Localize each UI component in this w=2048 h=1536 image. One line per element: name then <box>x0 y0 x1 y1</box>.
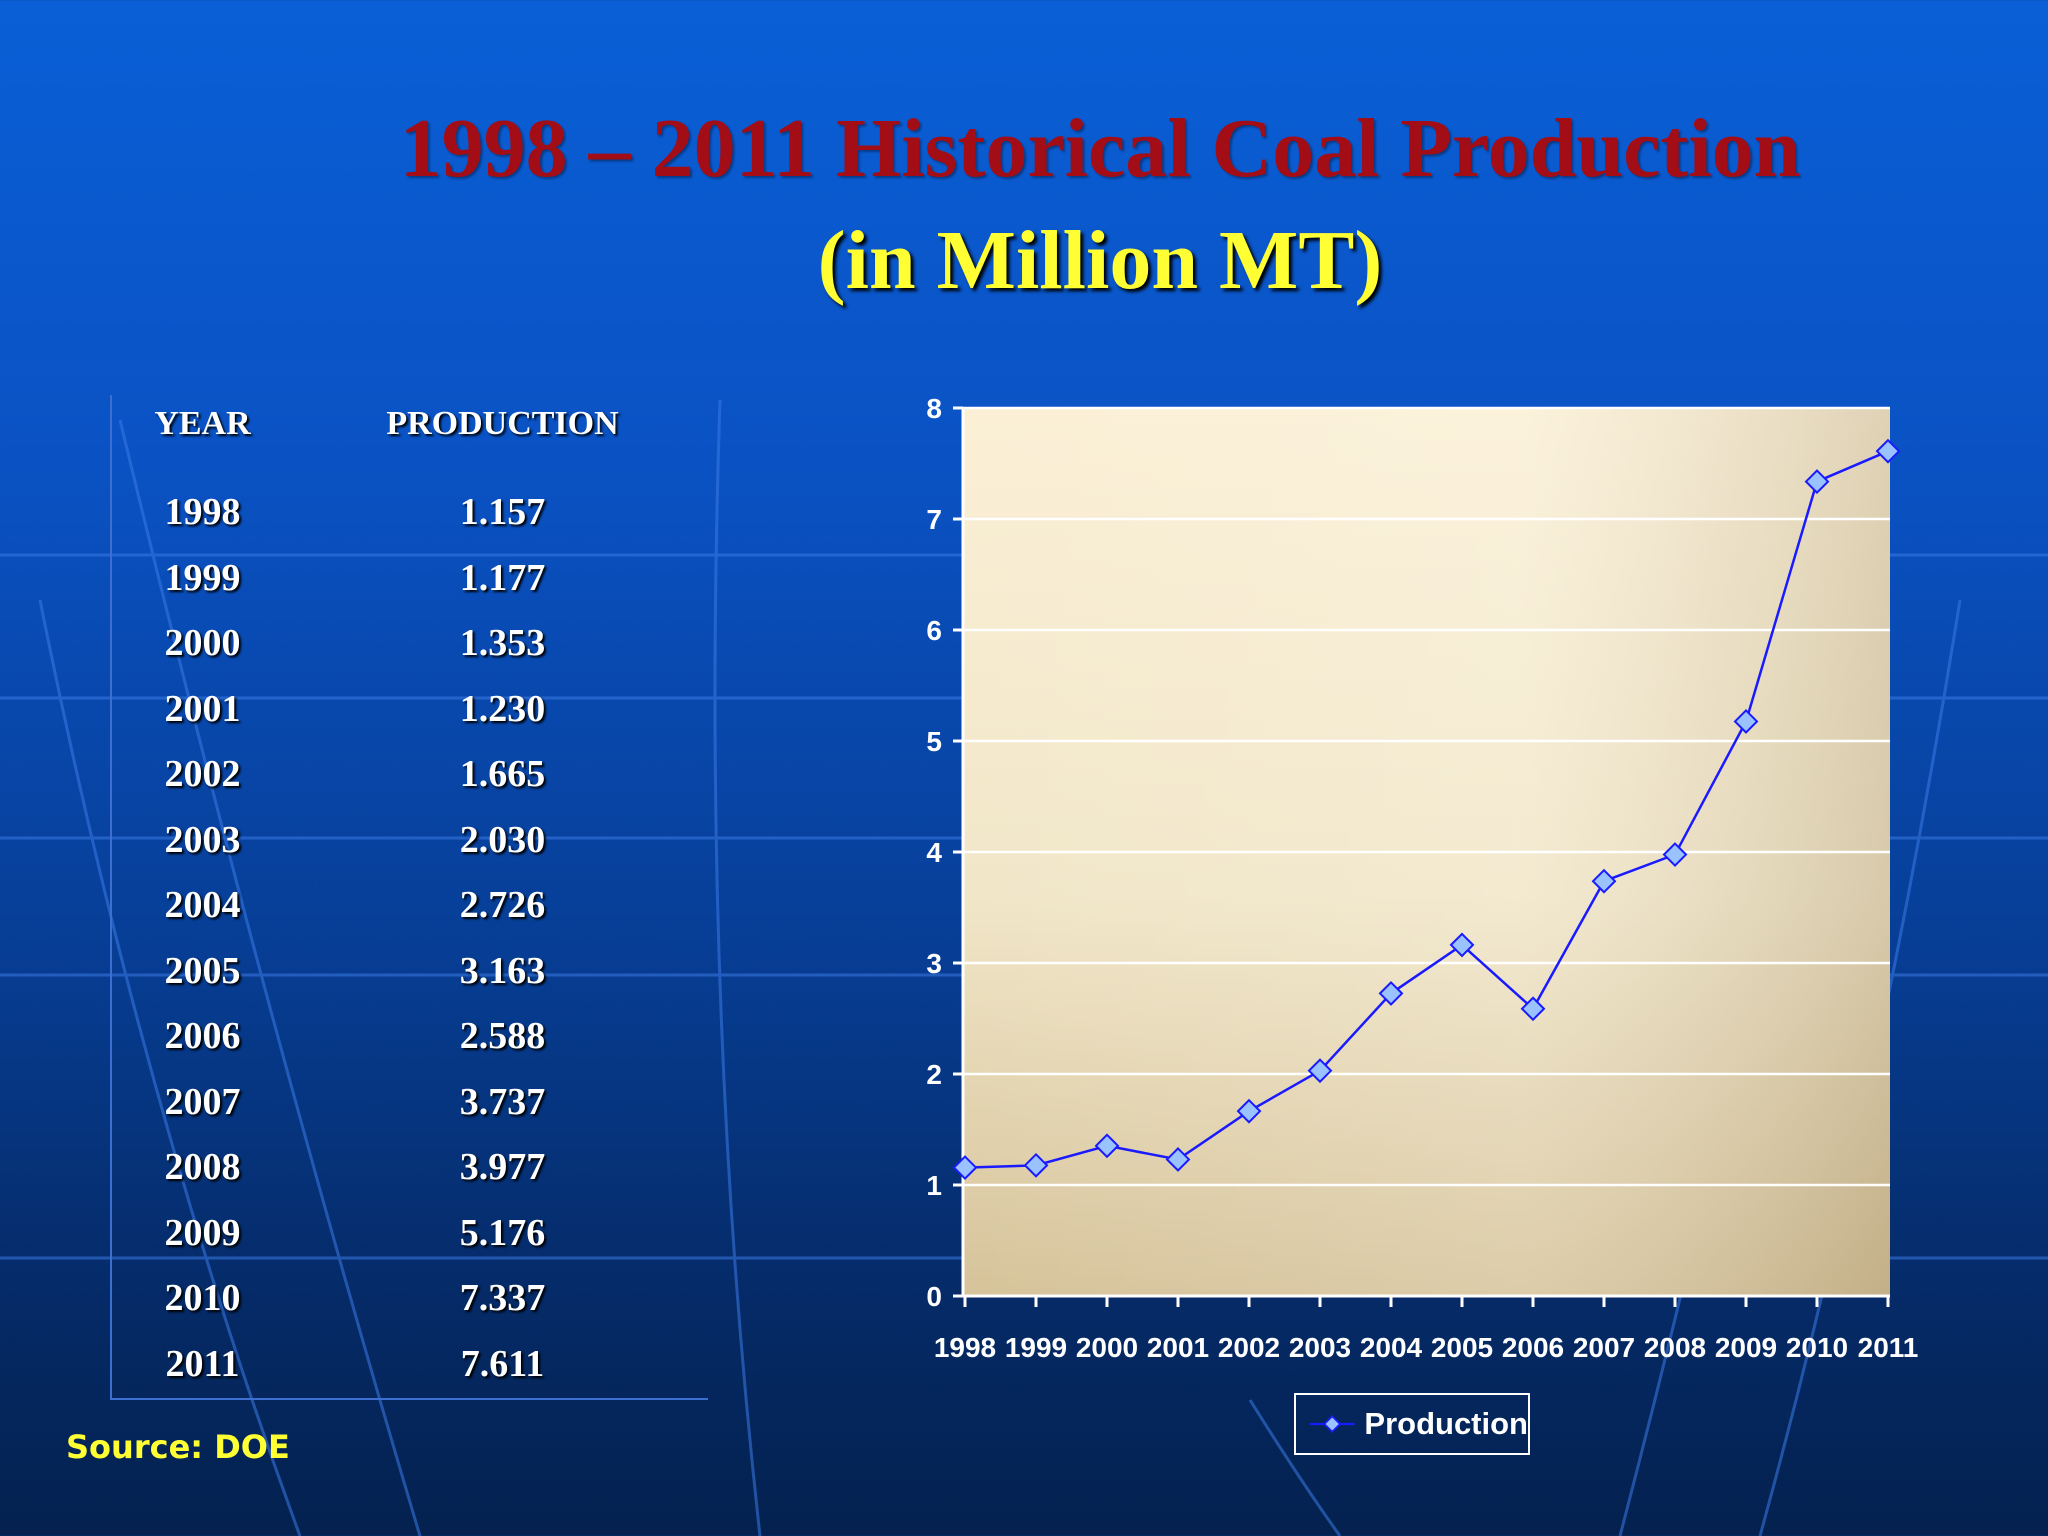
table-cell-year: 2003 <box>164 818 241 861</box>
table-cell-year: 2011 <box>165 1342 240 1385</box>
data-point-marker <box>1023 1152 1049 1178</box>
legend-label-production: Production <box>1364 1406 1528 1441</box>
x-tick-label: 2006 <box>1502 1332 1564 1363</box>
x-tick-label: 2003 <box>1289 1332 1351 1363</box>
data-point-marker <box>1378 980 1404 1006</box>
table-cell-year: 2006 <box>164 1015 241 1057</box>
series-line-production <box>964 450 1889 1169</box>
x-tick-label: 2007 <box>1573 1332 1635 1363</box>
data-point-marker <box>1236 1098 1262 1124</box>
table-cell-production: 5.176 <box>459 1211 546 1254</box>
table-cell-production: 1.230 <box>459 687 546 730</box>
data-point-marker <box>1307 1058 1333 1084</box>
legend-diamond-marker-icon <box>1309 1415 1355 1433</box>
x-tick-label: 2008 <box>1644 1332 1706 1363</box>
table-cell-production: 1.353 <box>459 622 546 664</box>
table-cell-year: 1999 <box>164 556 241 599</box>
x-tick-label: 2011 <box>1858 1332 1919 1363</box>
table-header-production: PRODUCTION <box>386 405 619 442</box>
table-cell-year: 2009 <box>164 1211 241 1254</box>
x-tick-label: 2002 <box>1218 1332 1280 1363</box>
table-cell-production: 7.611 <box>460 1342 545 1385</box>
table-cell-production: 1.665 <box>459 753 546 795</box>
y-tick-label: 5 <box>926 726 942 757</box>
chart-legend: Production <box>1294 1393 1530 1455</box>
table-cell-production: 2.726 <box>459 884 546 926</box>
table-bottom-border <box>110 1398 708 1400</box>
data-point-marker <box>952 1155 978 1180</box>
y-tick-label: 3 <box>926 948 942 979</box>
table-cell-production: 3.737 <box>459 1080 546 1123</box>
y-tick-label: 0 <box>926 1281 942 1312</box>
data-point-marker <box>1662 842 1688 867</box>
y-tick-label: 1 <box>926 1170 942 1201</box>
data-point-marker <box>1165 1147 1191 1172</box>
table-cell-year: 2007 <box>164 1080 241 1123</box>
x-tick-label: 2004 <box>1360 1332 1423 1363</box>
data-point-marker <box>1875 438 1901 464</box>
table-cell-production: 2.588 <box>459 1015 546 1057</box>
page-subtitle: (in Million MT) <box>817 214 1383 307</box>
y-tick-label: 6 <box>926 615 942 646</box>
data-point-marker <box>1804 469 1830 495</box>
y-tick-label: 4 <box>926 837 942 868</box>
x-tick-label: 2000 <box>1076 1332 1138 1363</box>
table-cell-year: 2000 <box>164 622 241 664</box>
table-left-border <box>110 395 112 1398</box>
x-tick-label: 2001 <box>1147 1332 1209 1363</box>
x-tick-label: 2010 <box>1786 1332 1848 1363</box>
data-point-marker <box>1733 709 1759 734</box>
data-point-marker <box>1520 996 1546 1022</box>
table-cell-year: 2008 <box>164 1146 241 1188</box>
table-cell-production: 1.177 <box>459 556 546 599</box>
production-table-border <box>110 395 708 1400</box>
table-cell-year: 2001 <box>164 687 241 730</box>
data-point-marker <box>1591 868 1617 894</box>
x-tick-label: 2009 <box>1715 1332 1777 1363</box>
table-cell-production: 7.337 <box>459 1277 546 1319</box>
table-cell-production: 1.157 <box>459 491 546 533</box>
data-point-marker <box>1449 932 1475 958</box>
table-cell-year: 2005 <box>164 949 241 992</box>
y-tick-label: 8 <box>926 393 942 424</box>
table-header-year: YEAR <box>154 405 251 442</box>
table-cell-production: 3.977 <box>459 1146 546 1188</box>
page-title: 1998 – 2011 Historical Coal Production <box>399 102 1801 195</box>
data-point-marker <box>1094 1133 1120 1159</box>
y-tick-label: 7 <box>926 504 942 535</box>
table-cell-year: 2002 <box>164 753 241 795</box>
table-cell-year: 1998 <box>164 491 241 533</box>
x-tick-label: 1999 <box>1005 1332 1067 1363</box>
source-note: Source: DOE <box>66 1428 290 1466</box>
x-tick-label: 2005 <box>1431 1332 1493 1363</box>
table-cell-year: 2004 <box>164 884 241 926</box>
table-cell-production: 2.030 <box>459 818 546 861</box>
x-tick-label: 1998 <box>934 1332 996 1363</box>
table-cell-production: 3.163 <box>459 949 546 992</box>
table-cell-year: 2010 <box>164 1277 241 1319</box>
y-tick-label: 2 <box>926 1059 942 1090</box>
